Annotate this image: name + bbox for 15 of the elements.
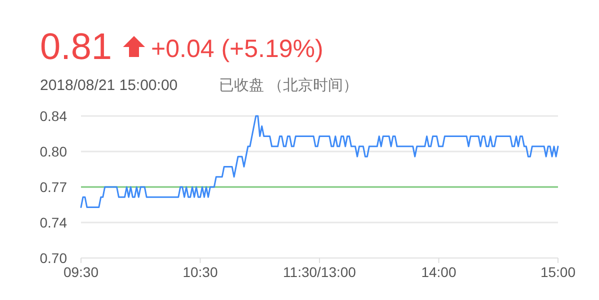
text: +0.04 (+5.19%) [151,35,324,63]
y-tick-label: 0.77 [40,179,68,195]
chart-title: 0.81 [40,26,112,67]
y-tick-label: 0.70 [40,250,68,266]
y-tick-label: 0.84 [40,108,68,124]
x-tick-label: 14:00 [421,264,456,280]
line-series [80,115,559,208]
x-tick-label: 11:30/13:00 [283,264,356,280]
x-tick-label: 09:30 [63,264,99,280]
x-tick-label: 10:30 [182,264,218,280]
y-tick-label: 0.80 [40,144,68,160]
chart-subtitle: 2018/08/21 15:00:00 [40,77,178,94]
x-tick-label: 15:00 [540,264,576,280]
y-tick-label: 0.74 [40,214,68,230]
text: 已收盘 （北京时间） [219,77,358,94]
